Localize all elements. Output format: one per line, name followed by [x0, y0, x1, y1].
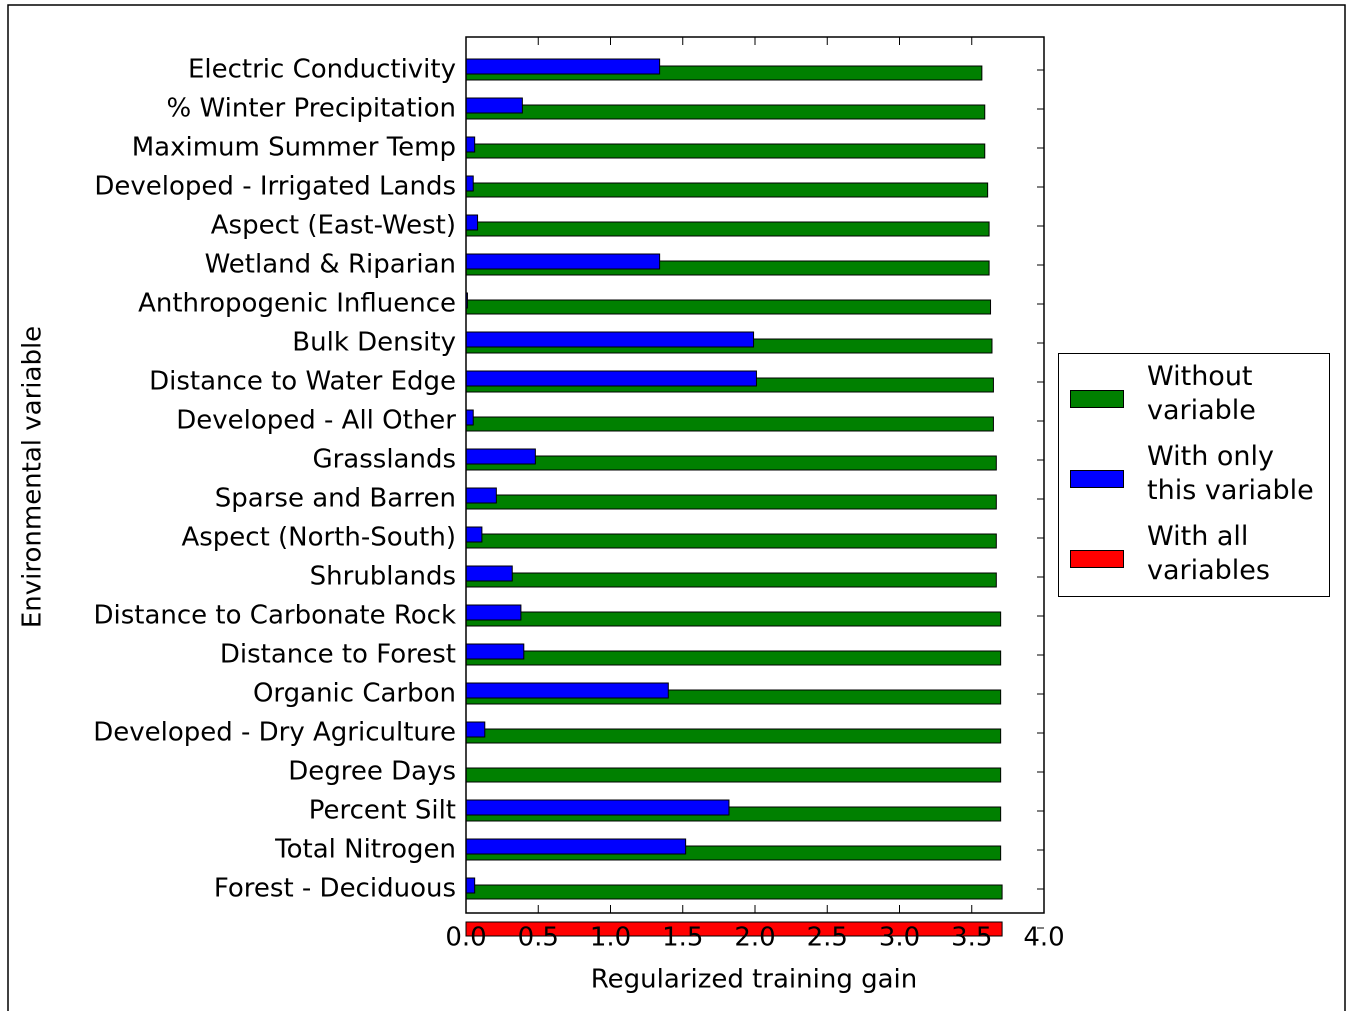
bar — [465, 565, 513, 582]
y-axis-label: Environmental variable — [18, 326, 48, 628]
y-tick-label: Distance to Water Edge — [149, 367, 456, 397]
x-tick-label: 0.5 — [518, 923, 559, 953]
y-tick-label: Sparse and Barren — [215, 484, 456, 514]
bar — [465, 921, 1003, 937]
y-tick-label: Anthropogenic Influence — [138, 289, 456, 319]
bar — [465, 58, 661, 75]
bar — [465, 143, 986, 159]
bar — [465, 643, 525, 660]
x-tick-label: 3.0 — [879, 923, 920, 953]
bar — [465, 175, 474, 192]
bar — [465, 97, 523, 114]
bar — [465, 650, 1002, 666]
bar — [465, 572, 997, 588]
x-tick-label: 1.5 — [662, 923, 703, 953]
bar — [465, 182, 989, 198]
x-tick-label: 1.0 — [590, 923, 631, 953]
legend-label: With only this variable — [1147, 441, 1314, 506]
bar — [465, 448, 536, 465]
legend-swatch — [1070, 390, 1124, 408]
x-tick-label: 2.0 — [734, 923, 775, 953]
bar — [465, 767, 1002, 783]
y-tick-label: Distance to Forest — [220, 640, 456, 670]
bar — [465, 370, 757, 387]
legend-swatch — [1070, 550, 1124, 568]
bar — [465, 221, 990, 237]
bar — [465, 838, 687, 855]
legend-label: With all variables — [1147, 521, 1270, 586]
legend: Without variable With only this variable W… — [1058, 353, 1330, 597]
bar — [465, 799, 730, 816]
bar — [465, 455, 997, 471]
y-tick-label: Bulk Density — [292, 328, 456, 358]
y-tick-label: Maximum Summer Temp — [132, 133, 456, 163]
bar — [465, 299, 992, 315]
bar — [465, 682, 669, 699]
plot-frame — [465, 36, 1045, 914]
bar — [465, 884, 1003, 900]
bar — [465, 409, 474, 426]
y-tick-label: Organic Carbon — [253, 679, 456, 709]
bar — [465, 877, 476, 894]
bar — [465, 487, 497, 504]
bar — [465, 721, 486, 738]
y-tick-label: Aspect (East-West) — [211, 211, 456, 241]
legend-label: Without variable — [1147, 361, 1256, 426]
legend-swatch — [1070, 470, 1124, 488]
y-tick-label: Developed - Irrigated Lands — [94, 172, 456, 202]
y-tick-label: Electric Conductivity — [188, 55, 456, 85]
y-tick-label: Aspect (North-South) — [181, 523, 456, 553]
y-tick-label: % Winter Precipitation — [167, 94, 456, 124]
bar — [465, 331, 755, 348]
x-tick-label: 3.5 — [951, 923, 992, 953]
bar — [465, 253, 661, 270]
x-axis-label: Regularized training gain — [591, 965, 918, 995]
y-tick-label: Wetland & Riparian — [205, 250, 456, 280]
x-tick-label: 4.0 — [1023, 923, 1064, 953]
bar — [465, 728, 1002, 744]
frame — [7, 4, 1346, 1011]
bar — [465, 604, 522, 621]
y-tick-label: Total Nitrogen — [274, 835, 456, 865]
y-tick-label: Degree Days — [288, 757, 456, 787]
y-tick-label: Grasslands — [312, 445, 456, 475]
bar — [465, 611, 1002, 627]
y-tick-label: Forest - Deciduous — [214, 874, 456, 904]
bar — [465, 416, 994, 432]
y-tick-label: Developed - Dry Agriculture — [93, 718, 456, 748]
y-tick-label: Distance to Carbonate Rock — [93, 601, 456, 631]
x-tick-label: 2.5 — [807, 923, 848, 953]
y-tick-label: Percent Silt — [309, 796, 456, 826]
bar — [465, 533, 997, 549]
bar — [465, 136, 476, 153]
x-tick-label: 0.0 — [445, 923, 486, 953]
bar — [465, 104, 986, 120]
bar — [465, 526, 483, 543]
bar — [465, 214, 479, 231]
y-tick-label: Shrublands — [310, 562, 456, 592]
y-tick-label: Developed - All Other — [176, 406, 456, 436]
bar — [465, 494, 997, 510]
